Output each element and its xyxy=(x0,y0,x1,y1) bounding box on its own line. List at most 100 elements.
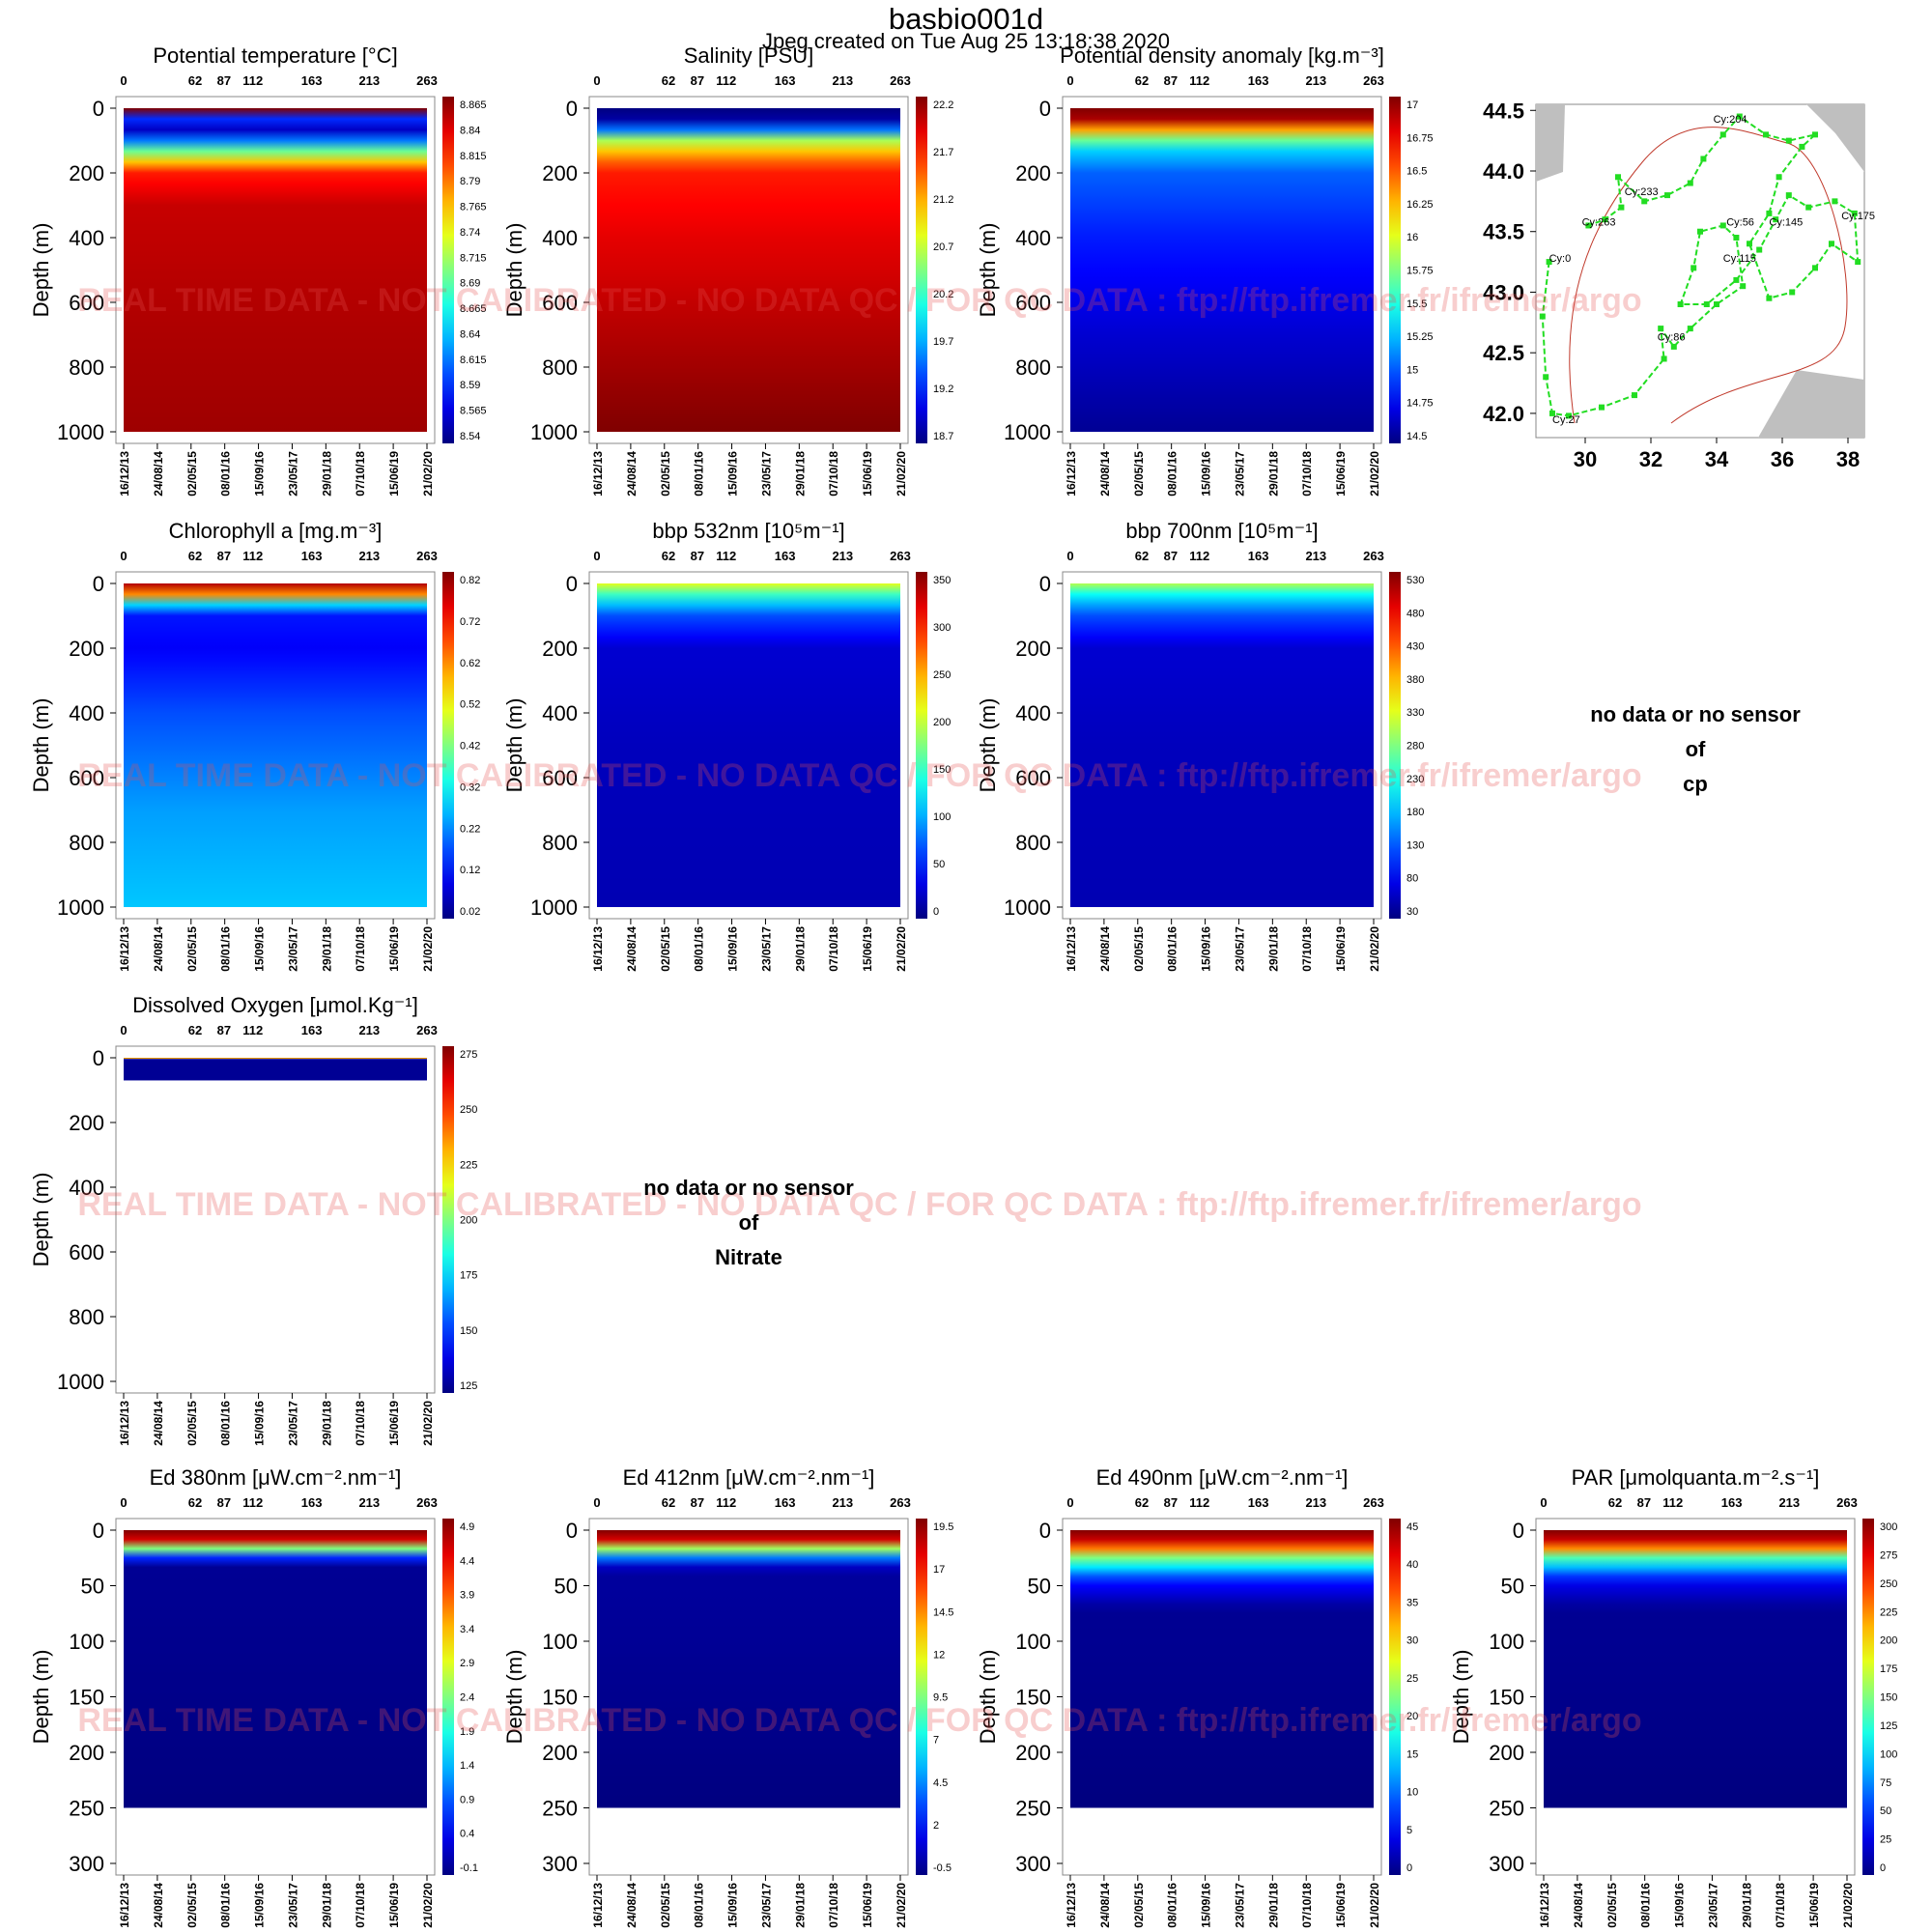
date-tick-label: 16/12/13 xyxy=(1065,1883,1078,1928)
y-tick-label: 100 xyxy=(1015,1630,1051,1654)
heatmap-field xyxy=(124,1058,427,1081)
cycle-tick-label: 87 xyxy=(691,549,704,563)
colorbar-label: 180 xyxy=(1406,807,1424,818)
y-tick-label: 200 xyxy=(542,637,578,661)
y-tick-label: 600 xyxy=(69,1240,104,1264)
cycle-label: Cy:27 xyxy=(1552,414,1580,426)
y-tick-label: 400 xyxy=(69,1176,104,1200)
y-tick-label: 800 xyxy=(1015,355,1051,380)
lon-tick-label: 32 xyxy=(1639,447,1662,471)
colorbar-label: 0.22 xyxy=(460,823,480,835)
cycle-label: Cy:263 xyxy=(1582,216,1616,228)
track-point xyxy=(1812,265,1818,271)
date-tick-label: 08/01/16 xyxy=(693,1883,706,1928)
date-tick-label: 24/08/14 xyxy=(625,1883,639,1928)
date-tick-label: 15/06/19 xyxy=(861,926,874,972)
y-tick-label: 800 xyxy=(69,355,104,380)
cycle-tick-label: 62 xyxy=(188,1495,202,1510)
cycle-tick-label: 213 xyxy=(358,549,380,563)
panel-dens: Potential density anomaly [kg.m⁻³] 0 200 40… xyxy=(976,43,1434,497)
y-tick-label: 200 xyxy=(542,161,578,185)
y-tick-label: 200 xyxy=(69,1111,104,1135)
track-point xyxy=(1697,228,1703,235)
cycle-label: Cy:145 xyxy=(1769,216,1803,228)
colorbar-label: 0 xyxy=(1880,1862,1886,1874)
date-tick-label: 15/06/19 xyxy=(861,451,874,497)
colorbar-label: 125 xyxy=(460,1380,477,1392)
colorbar-label: 275 xyxy=(460,1049,477,1061)
date-tick-label: 08/01/16 xyxy=(219,1401,233,1446)
colorbar-label: 430 xyxy=(1406,641,1424,653)
cycle-tick-label: 0 xyxy=(120,549,127,563)
cycle-tick-label: 112 xyxy=(242,1495,263,1510)
cycle-tick-label: 0 xyxy=(1066,73,1073,88)
y-tick-label: 300 xyxy=(1015,1852,1051,1876)
date-tick-label: 16/12/13 xyxy=(591,451,605,497)
cycle-tick-label: 87 xyxy=(217,73,231,88)
colorbar-label: 200 xyxy=(933,717,951,728)
cycle-tick-label: 62 xyxy=(1608,1495,1622,1510)
track-point xyxy=(1677,301,1684,307)
y-tick-label: 50 xyxy=(1501,1575,1524,1599)
y-tick-label: 800 xyxy=(542,831,578,855)
colorbar-label: 2.9 xyxy=(460,1658,474,1669)
cycle-tick-label: 213 xyxy=(1305,549,1326,563)
track-point xyxy=(1719,222,1726,229)
track-point xyxy=(1733,276,1740,283)
date-tick-label: 02/05/15 xyxy=(659,1883,672,1928)
date-tick-label: 02/05/15 xyxy=(659,926,672,972)
panel-ed490: Ed 490nm [μW.cm⁻².nm⁻¹]05010015020025030… xyxy=(976,1465,1418,1928)
colorbar-label: 480 xyxy=(1406,608,1424,619)
colorbar-label: 3.4 xyxy=(460,1624,474,1635)
panel-bbp532: bbp 532nm [10⁵m⁻¹]02004006008001000Depth… xyxy=(502,519,951,972)
colorbar-label: 0.82 xyxy=(460,575,480,586)
cycle-tick-label: 213 xyxy=(1778,1495,1800,1510)
colorbar xyxy=(1389,1519,1401,1875)
y-tick-label: 250 xyxy=(1015,1797,1051,1821)
colorbar-label: 230 xyxy=(1406,774,1424,785)
track-point xyxy=(1700,156,1707,162)
y-tick-label: 1000 xyxy=(530,895,578,920)
track-point xyxy=(1714,301,1719,307)
heatmap-field xyxy=(1070,583,1374,907)
track-point xyxy=(1703,301,1710,307)
date-tick-label: 23/05/17 xyxy=(286,1883,299,1928)
heatmap-field xyxy=(1070,108,1374,432)
date-tick-label: 15/09/16 xyxy=(253,926,267,972)
cycle-tick-label: 112 xyxy=(242,73,263,88)
colorbar-label: 0 xyxy=(933,906,939,918)
date-tick-label: 29/01/18 xyxy=(1266,451,1280,497)
y-tick-label: 0 xyxy=(1039,572,1051,596)
colorbar-label: 50 xyxy=(933,859,945,870)
colorbar-label: 0 xyxy=(1406,1862,1412,1874)
y-axis-label: Depth (m) xyxy=(502,698,526,793)
colorbar-label: 80 xyxy=(1406,873,1418,885)
colorbar-label: 225 xyxy=(460,1159,477,1171)
y-tick-label: 1000 xyxy=(530,420,578,444)
colorbar-label: 2 xyxy=(933,1820,939,1832)
colorbar-label: 8.69 xyxy=(460,278,480,290)
cycle-tick-label: 163 xyxy=(775,73,796,88)
date-tick-label: 07/10/18 xyxy=(827,451,840,497)
colorbar xyxy=(442,97,454,443)
track-point xyxy=(1661,355,1667,362)
cycle-tick-label: 62 xyxy=(662,73,675,88)
colorbar xyxy=(916,572,927,919)
date-tick-label: 21/02/20 xyxy=(1841,1883,1855,1928)
y-axis-label: Depth (m) xyxy=(1449,1650,1473,1745)
date-tick-label: 29/01/18 xyxy=(320,1883,333,1928)
date-tick-label: 21/02/20 xyxy=(421,1401,435,1446)
y-tick-label: 400 xyxy=(542,701,578,725)
track-point xyxy=(1599,404,1605,411)
cycle-tick-label: 0 xyxy=(1066,1495,1073,1510)
date-tick-label: 23/05/17 xyxy=(759,1883,773,1928)
track-point xyxy=(1549,410,1555,416)
colorbar-label: 8.79 xyxy=(460,176,480,187)
date-tick-label: 07/10/18 xyxy=(1300,451,1314,497)
panel-title: Ed 380nm [μW.cm⁻².nm⁻¹] xyxy=(150,1465,402,1490)
date-tick-label: 24/08/14 xyxy=(152,1883,165,1928)
colorbar-label: 4.4 xyxy=(460,1555,474,1567)
date-tick-label: 08/01/16 xyxy=(1166,451,1179,497)
cycle-tick-label: 62 xyxy=(188,73,202,88)
colorbar-label: 130 xyxy=(1406,839,1424,851)
